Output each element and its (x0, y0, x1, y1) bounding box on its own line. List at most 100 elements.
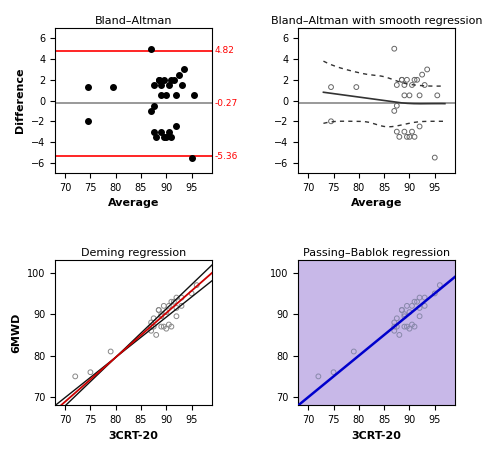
Point (154, 306, 162, 314)
Point (158, 310, 166, 318)
Point (327, 117, 335, 125)
Point (327, 83, 335, 91)
Point (147, 45, 155, 53)
Point (172, 92, 180, 99)
Point (416, 304, 424, 312)
Point (420, 81, 428, 89)
Text: -5.36: -5.36 (215, 151, 238, 161)
Point (150, 128, 158, 136)
Point (172, 313, 180, 320)
Point (106, 348, 114, 355)
Point (390, 107, 398, 115)
Point (168, 76, 175, 83)
Point (393, 81, 401, 89)
Point (398, 306, 406, 314)
Point (162, 92, 170, 99)
Point (393, 128, 401, 136)
Point (150, 102, 158, 110)
Point (400, 81, 408, 89)
Point (408, 81, 416, 89)
Point (400, 128, 408, 136)
Point (158, 323, 166, 330)
Text: 4.82: 4.82 (215, 46, 235, 55)
Point (147, 323, 155, 330)
Point (165, 321, 173, 328)
Point (172, 304, 180, 312)
Point (162, 325, 170, 332)
Point (162, 308, 170, 316)
Point (408, 321, 416, 328)
Point (420, 302, 428, 309)
Title: Deming regression: Deming regression (81, 248, 186, 258)
Point (158, 92, 166, 99)
Point (154, 306, 162, 314)
Point (350, 348, 358, 355)
Point (147, 327, 155, 335)
Point (413, 298, 421, 305)
Point (398, 306, 406, 314)
Point (416, 123, 424, 130)
Point (403, 302, 411, 309)
Point (403, 133, 411, 141)
Point (178, 302, 186, 309)
Point (150, 81, 158, 89)
Point (71, 373, 79, 380)
Point (86, 369, 94, 376)
X-axis label: Average: Average (108, 199, 159, 208)
Text: -0.27: -0.27 (215, 99, 238, 108)
Point (413, 76, 421, 83)
Point (420, 294, 428, 302)
Point (398, 76, 406, 83)
Point (147, 107, 155, 115)
Point (410, 76, 418, 83)
X-axis label: 3CRT-20: 3CRT-20 (352, 431, 402, 441)
Point (158, 128, 166, 136)
Point (400, 313, 408, 320)
Point (410, 323, 418, 330)
Y-axis label: Difference: Difference (16, 68, 26, 133)
Point (403, 323, 411, 330)
Point (406, 92, 413, 99)
Point (158, 313, 166, 320)
Point (410, 298, 418, 305)
X-axis label: 3CRT-20: 3CRT-20 (108, 431, 158, 441)
Point (170, 76, 178, 83)
Point (160, 76, 168, 83)
Point (175, 71, 183, 78)
Point (192, 281, 200, 289)
Point (165, 302, 173, 309)
Point (168, 298, 175, 305)
Y-axis label: 6MWD: 6MWD (12, 313, 22, 353)
Point (390, 319, 398, 326)
Point (400, 92, 408, 99)
Point (190, 92, 198, 99)
Point (416, 92, 424, 99)
Point (398, 76, 406, 83)
Point (418, 71, 426, 78)
Point (109, 83, 117, 91)
Point (84, 117, 92, 125)
Point (188, 154, 196, 161)
Point (400, 323, 408, 330)
Point (154, 76, 162, 83)
Point (84, 83, 92, 91)
Point (393, 102, 401, 110)
Point (160, 133, 168, 141)
Point (150, 315, 158, 322)
Point (396, 331, 404, 339)
Point (393, 323, 401, 330)
Point (431, 290, 439, 297)
Point (150, 323, 158, 330)
Point (152, 133, 160, 141)
Point (168, 133, 175, 141)
Title: Bland–Altman with smooth regression: Bland–Altman with smooth regression (271, 16, 482, 26)
Point (416, 313, 424, 320)
Point (408, 128, 416, 136)
Point (314, 373, 322, 380)
Point (158, 81, 166, 89)
Point (390, 45, 398, 53)
Point (390, 323, 398, 330)
Point (168, 323, 175, 330)
Point (390, 327, 398, 335)
Point (434, 92, 442, 99)
